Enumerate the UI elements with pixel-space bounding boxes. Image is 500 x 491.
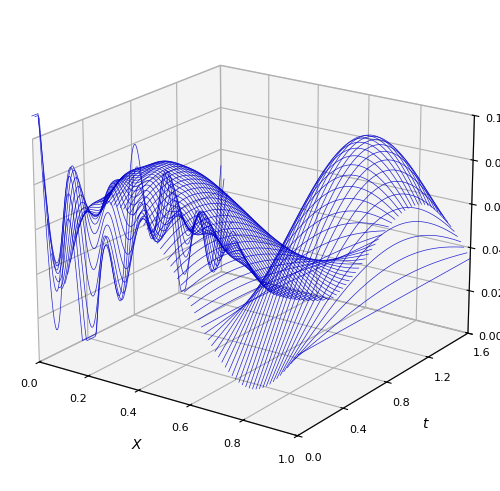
Y-axis label: t: t <box>422 417 428 431</box>
X-axis label: X: X <box>132 438 141 452</box>
